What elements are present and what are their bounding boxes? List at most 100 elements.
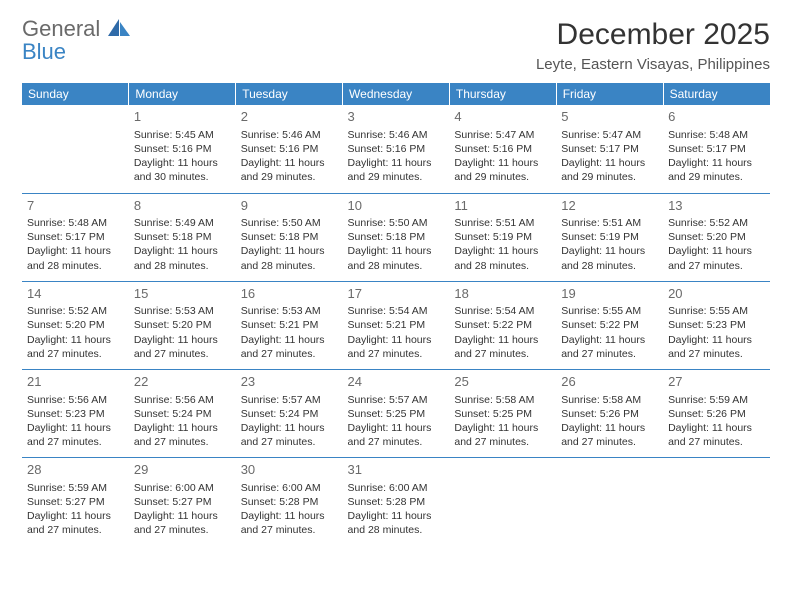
daylight-text: Daylight: 11 hours and 27 minutes.: [348, 333, 445, 361]
daylight-text: Daylight: 11 hours and 29 minutes.: [454, 156, 551, 184]
logo-text: General Blue: [22, 18, 130, 63]
day-number: 26: [561, 373, 658, 391]
sunrise-text: Sunrise: 6:00 AM: [241, 481, 338, 495]
daylight-text: Daylight: 11 hours and 28 minutes.: [27, 244, 124, 272]
daylight-text: Daylight: 11 hours and 27 minutes.: [27, 333, 124, 361]
daylight-text: Daylight: 11 hours and 28 minutes.: [348, 244, 445, 272]
day-number: 27: [668, 373, 765, 391]
daylight-text: Daylight: 11 hours and 29 minutes.: [348, 156, 445, 184]
sunset-text: Sunset: 5:18 PM: [348, 230, 445, 244]
sunrise-text: Sunrise: 5:50 AM: [348, 216, 445, 230]
day-number: 15: [134, 285, 231, 303]
daylight-text: Daylight: 11 hours and 28 minutes.: [348, 509, 445, 537]
sunset-text: Sunset: 5:20 PM: [668, 230, 765, 244]
sunrise-text: Sunrise: 5:51 AM: [561, 216, 658, 230]
sunrise-text: Sunrise: 5:49 AM: [134, 216, 231, 230]
sunset-text: Sunset: 5:23 PM: [668, 318, 765, 332]
calendar-day-cell: 1 Sunrise: 5:45 AMSunset: 5:16 PMDaylight…: [129, 105, 236, 193]
calendar-day-cell: 2Sunrise: 5:46 AMSunset: 5:16 PMDaylight…: [236, 105, 343, 193]
calendar-day-cell: 17Sunrise: 5:54 AMSunset: 5:21 PMDayligh…: [343, 281, 450, 369]
daylight-text: Daylight: 11 hours and 27 minutes.: [668, 244, 765, 272]
day-number: 25: [454, 373, 551, 391]
day-number: 5: [561, 108, 658, 126]
daylight-text: Daylight: 11 hours and 27 minutes.: [134, 509, 231, 537]
sunset-text: Sunset: 5:24 PM: [134, 407, 231, 421]
title-block: December 2025 Leyte, Eastern Visayas, Ph…: [536, 18, 770, 73]
sunrise-text: Sunrise: 5:51 AM: [454, 216, 551, 230]
calendar-day-cell: 4Sunrise: 5:47 AMSunset: 5:16 PMDaylight…: [449, 105, 556, 193]
daylight-text: Daylight: 11 hours and 27 minutes.: [134, 333, 231, 361]
sunset-text: Sunset: 5:17 PM: [27, 230, 124, 244]
calendar-day-cell: 3Sunrise: 5:46 AMSunset: 5:16 PMDaylight…: [343, 105, 450, 193]
calendar-day-cell: 23Sunrise: 5:57 AMSunset: 5:24 PMDayligh…: [236, 369, 343, 457]
sunset-text: Sunset: 5:16 PM: [241, 142, 338, 156]
sunrise-text: Sunrise: 5:58 AM: [561, 393, 658, 407]
sunset-text: Sunset: 5:18 PM: [241, 230, 338, 244]
sunset-text: Sunset: 5:16 PM: [134, 142, 231, 156]
calendar-week-row: 21Sunrise: 5:56 AMSunset: 5:23 PMDayligh…: [22, 369, 770, 457]
calendar-day-cell: [556, 458, 663, 546]
calendar-day-cell: [449, 458, 556, 546]
day-number: 21: [27, 373, 124, 391]
daylight-text: Daylight: 11 hours and 28 minutes.: [134, 244, 231, 272]
day-number: 9: [241, 197, 338, 215]
sunset-text: Sunset: 5:16 PM: [454, 142, 551, 156]
daylight-text: Daylight: 11 hours and 29 minutes.: [668, 156, 765, 184]
day-number: 13: [668, 197, 765, 215]
day-number: 18: [454, 285, 551, 303]
calendar-day-cell: 22 Sunrise: 5:56 AMSunset: 5:24 PMDayligh…: [129, 369, 236, 457]
calendar-day-cell: 7Sunrise: 5:48 AMSunset: 5:17 PMDaylight…: [22, 193, 129, 281]
daylight-text: Daylight: 11 hours and 27 minutes.: [561, 421, 658, 449]
calendar-week-row: 7Sunrise: 5:48 AMSunset: 5:17 PMDaylight…: [22, 193, 770, 281]
day-number: 7: [27, 197, 124, 215]
sunset-text: Sunset: 5:22 PM: [561, 318, 658, 332]
calendar-day-cell: 15Sunrise: 5:53 AMSunset: 5:20 PMDayligh…: [129, 281, 236, 369]
calendar-day-cell: 28Sunrise: 5:59 AMSunset: 5:27 PMDayligh…: [22, 458, 129, 546]
sunrise-text: Sunrise: 5:45 AM: [134, 128, 231, 142]
day-number: 1: [134, 108, 231, 126]
sunset-text: Sunset: 5:20 PM: [134, 318, 231, 332]
day-header: Tuesday: [236, 83, 343, 105]
calendar-day-cell: 8Sunrise: 5:49 AMSunset: 5:18 PMDaylight…: [129, 193, 236, 281]
sunset-text: Sunset: 5:17 PM: [561, 142, 658, 156]
calendar-day-cell: 13Sunrise: 5:52 AMSunset: 5:20 PMDayligh…: [663, 193, 770, 281]
sunrise-text: Sunrise: 5:56 AM: [27, 393, 124, 407]
logo-word-1: General: [22, 16, 100, 41]
daylight-text: Daylight: 11 hours and 27 minutes.: [241, 421, 338, 449]
calendar-day-cell: 25Sunrise: 5:58 AMSunset: 5:25 PMDayligh…: [449, 369, 556, 457]
calendar-table: SundayMondayTuesdayWednesdayThursdayFrid…: [22, 83, 770, 546]
day-number: 31: [348, 461, 445, 479]
sunset-text: Sunset: 5:22 PM: [454, 318, 551, 332]
calendar-day-cell: [22, 105, 129, 193]
sunrise-text: Sunrise: 5:53 AM: [134, 304, 231, 318]
calendar-day-cell: 18Sunrise: 5:54 AMSunset: 5:22 PMDayligh…: [449, 281, 556, 369]
calendar-day-cell: 26Sunrise: 5:58 AMSunset: 5:26 PMDayligh…: [556, 369, 663, 457]
calendar-day-cell: 6Sunrise: 5:48 AMSunset: 5:17 PMDaylight…: [663, 105, 770, 193]
daylight-text: Daylight: 11 hours and 28 minutes.: [561, 244, 658, 272]
daylight-text: Daylight: 11 hours and 27 minutes.: [134, 421, 231, 449]
calendar-week-row: 1Sunrise: 5:45 AMSunset: 5:16 PMDaylight…: [22, 105, 770, 193]
day-number: 28: [27, 461, 124, 479]
calendar-day-cell: 12Sunrise: 5:51 AMSunset: 5:19 PMDayligh…: [556, 193, 663, 281]
sunset-text: Sunset: 5:25 PM: [454, 407, 551, 421]
sunrise-text: Sunrise: 5:55 AM: [561, 304, 658, 318]
day-number: 22: [134, 373, 231, 391]
day-header: Friday: [556, 83, 663, 105]
sunrise-text: Sunrise: 5:56 AM: [134, 393, 231, 407]
day-header: Wednesday: [343, 83, 450, 105]
month-title: December 2025: [536, 18, 770, 52]
sunset-text: Sunset: 5:17 PM: [668, 142, 765, 156]
sunrise-text: Sunrise: 5:52 AM: [668, 216, 765, 230]
calendar-day-cell: 31Sunrise: 6:00 AMSunset: 5:28 PMDayligh…: [343, 458, 450, 546]
calendar-week-row: 28Sunrise: 5:59 AMSunset: 5:27 PMDayligh…: [22, 458, 770, 546]
daylight-text: Daylight: 11 hours and 27 minutes.: [27, 509, 124, 537]
day-number: 3: [348, 108, 445, 126]
sunset-text: Sunset: 5:23 PM: [27, 407, 124, 421]
daylight-text: Daylight: 11 hours and 27 minutes.: [241, 333, 338, 361]
sunrise-text: Sunrise: 5:46 AM: [348, 128, 445, 142]
calendar-day-cell: 27Sunrise: 5:59 AMSunset: 5:26 PMDayligh…: [663, 369, 770, 457]
day-number: 11: [454, 197, 551, 215]
daylight-text: Daylight: 11 hours and 30 minutes.: [134, 156, 231, 184]
calendar-day-cell: 14Sunrise: 5:52 AMSunset: 5:20 PMDayligh…: [22, 281, 129, 369]
sunrise-text: Sunrise: 5:50 AM: [241, 216, 338, 230]
